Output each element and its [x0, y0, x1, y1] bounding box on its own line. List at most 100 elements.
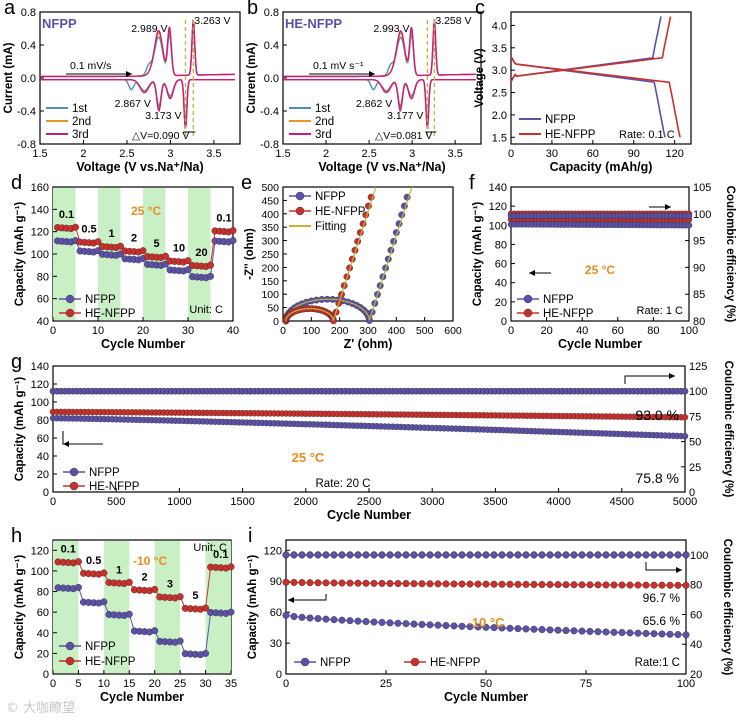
y2-tick-label: 125	[689, 361, 707, 373]
x-tick-label: 60	[587, 148, 599, 160]
y2-tick-label: 100	[693, 209, 711, 221]
capacity-point	[682, 631, 690, 639]
ce-point	[685, 212, 693, 220]
legend-marker	[523, 308, 533, 318]
capacity-point	[522, 580, 530, 588]
y-tick-label: 120	[31, 379, 49, 391]
x-tick-label: 4500	[610, 496, 634, 508]
capacity-point	[642, 629, 650, 637]
ce-point	[362, 551, 370, 559]
x-tick-label: 30	[199, 678, 211, 690]
ce-point	[466, 551, 474, 559]
ce-point	[346, 551, 354, 559]
y-tick-label: 350	[261, 222, 279, 234]
x-tick-label: 3000	[420, 496, 444, 508]
legend-label: HE-NFPP	[85, 656, 136, 668]
axis-arrow-head	[669, 373, 675, 379]
y-axis-label: Capacity (mAh g⁻¹)	[14, 377, 26, 482]
arrow-head	[126, 71, 132, 77]
panel-letter: h	[11, 525, 22, 547]
x-tick-label: 2	[323, 148, 329, 160]
arrow-head	[369, 71, 375, 77]
y-tick-label: 0.0	[21, 73, 36, 85]
temperature-label: -10 °C	[133, 554, 167, 568]
legend-label: 3rd	[72, 129, 89, 141]
x-tick-label: 30	[182, 325, 194, 337]
panel-letter: g	[11, 351, 22, 373]
peak-label: 2.993 V	[373, 23, 409, 35]
voltage-curve	[510, 56, 666, 138]
x-axis-label: Voltage (V vs.Na⁺/Na)	[318, 160, 445, 174]
x-tick-label: 5	[75, 678, 81, 690]
capacity-point	[314, 579, 322, 587]
scan-rate-label: 0.1 mV/s	[70, 60, 111, 72]
capacity-point	[626, 629, 634, 637]
rate-label: 10	[173, 243, 185, 255]
axis-arrow-head	[529, 270, 535, 276]
y-tick-label: 0	[276, 669, 282, 681]
y-tick-label: 20	[495, 297, 507, 309]
x-axis-label: Cycle Number	[100, 690, 184, 704]
capacity-point	[282, 578, 290, 586]
rate-label: Rate: 20 C	[316, 478, 371, 490]
rate-label: 1	[116, 564, 122, 576]
y-tick-label: 40	[495, 278, 507, 290]
x-tick-label: 20	[540, 325, 552, 337]
legend-label: HE-NFPP	[85, 308, 136, 320]
ce-point	[354, 551, 362, 559]
capacity-point	[610, 581, 618, 589]
plot-frame	[510, 186, 690, 322]
x-tick-label: 3.5	[206, 148, 221, 160]
y-tick-label: 60	[37, 433, 49, 445]
temperature-label: -10 °C	[468, 615, 506, 630]
capacity-point	[554, 626, 562, 634]
rate-label: 0.1	[61, 544, 76, 556]
y-tick-label: 100	[489, 220, 507, 232]
y-tick-label: 20	[37, 648, 49, 660]
y-tick-label: 200	[261, 262, 279, 274]
ce-point	[650, 551, 658, 559]
capacity-point	[538, 581, 546, 589]
x-tick-label: 200	[331, 325, 349, 337]
capacity-point	[602, 581, 610, 589]
capacity-point	[474, 623, 482, 631]
rate-label: 3	[167, 579, 173, 591]
y2-tick-label: 90	[693, 262, 705, 274]
y-tick-label: 120	[489, 201, 507, 213]
ce-point	[474, 551, 482, 559]
ce-point	[554, 551, 562, 559]
data-point	[71, 223, 79, 231]
legend-marker	[65, 294, 75, 304]
capacity-point	[586, 627, 594, 635]
capacity-point	[658, 581, 666, 589]
legend-marker	[410, 657, 420, 667]
legend-label: HE-NFPP	[545, 129, 596, 141]
voltage-curve	[510, 16, 672, 82]
x-tick-label: 15	[123, 678, 135, 690]
x-tick-label: 10	[98, 678, 110, 690]
y-tick-label: 100	[31, 397, 49, 409]
capacity-point	[378, 618, 386, 626]
y2-tick-label: 80	[690, 580, 702, 592]
y2-tick-label: 100	[690, 550, 708, 562]
y-tick-label: -0.8	[260, 139, 279, 151]
legend-label: 1st	[72, 103, 88, 115]
legend-label: NFPP	[320, 657, 351, 669]
capacity-point	[538, 626, 546, 634]
ce-point	[306, 551, 314, 559]
legend-label: HE-NFPP	[315, 206, 366, 218]
y2-axis-label: Coulombic efficiency (%)	[722, 361, 734, 498]
data-point	[100, 569, 108, 577]
y-axis-label: Current (mA)	[3, 42, 15, 113]
x-tick-label: 20	[149, 678, 161, 690]
x-tick-label: 3	[409, 148, 415, 160]
y-tick-label: 250	[261, 249, 279, 261]
panel-a: 1.5 2 2.5 3 3.5 -0.8 -0.4 0.0 0.4 0.8 Voltage (V v…	[3, 0, 241, 174]
x-tick-label: 0	[508, 148, 514, 160]
peak-label: 3.263 V	[194, 15, 230, 27]
legend-marker	[295, 206, 305, 216]
rate-label: Rate: 0.1 C	[619, 129, 675, 141]
capacity-point	[562, 627, 570, 635]
data-point	[227, 563, 235, 571]
